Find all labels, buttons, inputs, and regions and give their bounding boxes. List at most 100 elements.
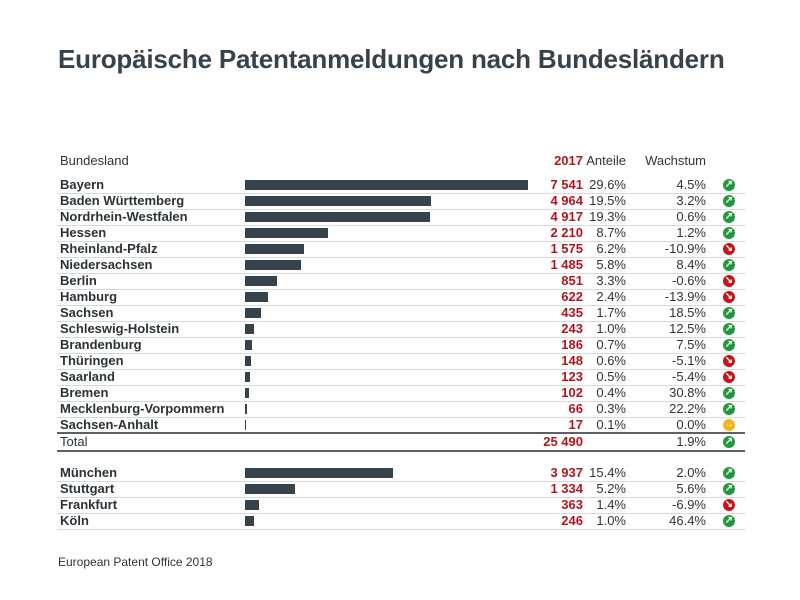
row-label: Total bbox=[60, 434, 88, 449]
header-anteile: Anteile bbox=[586, 153, 626, 168]
bar bbox=[245, 420, 246, 430]
row-label: Hamburg bbox=[60, 289, 118, 304]
row-label: München bbox=[60, 465, 118, 480]
row-label: Niedersachsen bbox=[60, 257, 153, 272]
value-label: 1 575 bbox=[550, 241, 583, 256]
table-row: Schleswig-Holstein 243 1.0% 12.5% ↗ bbox=[57, 321, 745, 338]
bar bbox=[245, 372, 250, 382]
row-label: Thüringen bbox=[60, 353, 124, 368]
share-label: 0.7% bbox=[596, 337, 626, 352]
trend-up-icon: ↗ bbox=[723, 211, 735, 223]
trend-up-icon: ↗ bbox=[723, 387, 735, 399]
growth-label: -13.9% bbox=[664, 289, 706, 304]
trend-up-icon: ↗ bbox=[723, 323, 735, 335]
trend-up-icon: ↗ bbox=[723, 179, 735, 191]
bar bbox=[245, 276, 277, 286]
growth-label: 18.5% bbox=[669, 305, 706, 320]
table-row: Niedersachsen 1 485 5.8% 8.4% ↗ bbox=[57, 257, 745, 274]
row-label: Saarland bbox=[60, 369, 115, 384]
table-row: Thüringen 148 0.6% -5.1% ↘ bbox=[57, 353, 745, 370]
row-label: Frankfurt bbox=[60, 497, 118, 512]
growth-label: 5.6% bbox=[676, 481, 706, 496]
row-label: Sachsen-Anhalt bbox=[60, 417, 159, 432]
bar bbox=[245, 484, 296, 494]
share-label: 1.7% bbox=[596, 305, 626, 320]
row-label: Bayern bbox=[60, 177, 105, 192]
value-label: 1 485 bbox=[550, 257, 583, 272]
table-row: Bayern 7 541 29.6% 4.5% ↗ bbox=[57, 177, 745, 194]
value-label: 3 937 bbox=[550, 465, 583, 480]
value-label: 851 bbox=[561, 273, 583, 288]
trend-up-icon: ↗ bbox=[723, 195, 735, 207]
share-label: 1.0% bbox=[596, 321, 626, 336]
bar bbox=[245, 324, 255, 334]
bar bbox=[245, 500, 259, 510]
share-label: 3.3% bbox=[596, 273, 626, 288]
growth-label: -5.1% bbox=[672, 353, 706, 368]
share-label: 29.6% bbox=[589, 177, 626, 192]
share-label: 19.3% bbox=[589, 209, 626, 224]
growth-label: -0.6% bbox=[672, 273, 706, 288]
bar bbox=[245, 340, 252, 350]
table-row: Köln 246 1.0% 46.4% ↗ bbox=[57, 513, 745, 530]
row-label: Schleswig-Holstein bbox=[60, 321, 180, 336]
table-row: Baden Württemberg 4 964 19.5% 3.2% ↗ bbox=[57, 193, 745, 210]
share-label: 6.2% bbox=[596, 241, 626, 256]
bar bbox=[245, 388, 249, 398]
share-label: 19.5% bbox=[589, 193, 626, 208]
growth-label: 8.4% bbox=[676, 257, 706, 272]
table-row: Hessen 2 210 8.7% 1.2% ↗ bbox=[57, 225, 745, 242]
row-label: Rheinland-Pfalz bbox=[60, 241, 158, 256]
value-label: 4 917 bbox=[550, 209, 583, 224]
trend-up-icon: ↗ bbox=[723, 339, 735, 351]
growth-label: 30.8% bbox=[669, 385, 706, 400]
row-label: Sachsen bbox=[60, 305, 114, 320]
bar bbox=[245, 516, 255, 526]
growth-label: 0.0% bbox=[676, 417, 706, 432]
total-row: Total 25 490 1.9% ↗ bbox=[57, 432, 745, 452]
value-label: 17 bbox=[568, 417, 583, 432]
table-row: Frankfurt 363 1.4% -6.9% ↘ bbox=[57, 497, 745, 514]
trend-up-icon: ↗ bbox=[723, 227, 735, 239]
table-row: Berlin 851 3.3% -0.6% ↘ bbox=[57, 273, 745, 290]
row-label: Brandenburg bbox=[60, 337, 142, 352]
bar bbox=[245, 244, 305, 254]
bar bbox=[245, 404, 248, 414]
growth-label: 1.2% bbox=[676, 225, 706, 240]
share-label: 0.1% bbox=[596, 417, 626, 432]
share-label: 15.4% bbox=[589, 465, 626, 480]
row-label: Bremen bbox=[60, 385, 109, 400]
table-row: München 3 937 15.4% 2.0% ↗ bbox=[57, 465, 745, 482]
growth-label: 46.4% bbox=[669, 513, 706, 528]
trend-up-icon: ↗ bbox=[723, 467, 735, 479]
trend-up-icon: ↗ bbox=[723, 403, 735, 415]
trend-down-icon: ↘ bbox=[723, 371, 735, 383]
share-label: 0.4% bbox=[596, 385, 626, 400]
trend-up-icon: ↗ bbox=[723, 483, 735, 495]
row-label: Berlin bbox=[60, 273, 97, 288]
table-row: Hamburg 622 2.4% -13.9% ↘ bbox=[57, 289, 745, 306]
value-label: 622 bbox=[561, 289, 583, 304]
page-title: Europäische Patentanmeldungen nach Bunde… bbox=[58, 44, 725, 74]
growth-label: -6.9% bbox=[672, 497, 706, 512]
bar bbox=[245, 228, 328, 238]
table-row: Nordrhein-Westfalen 4 917 19.3% 0.6% ↗ bbox=[57, 209, 745, 226]
row-label: Baden Württemberg bbox=[60, 193, 185, 208]
growth-label: 12.5% bbox=[669, 321, 706, 336]
table-row: Bremen 102 0.4% 30.8% ↗ bbox=[57, 385, 745, 402]
share-label: 1.4% bbox=[596, 497, 626, 512]
value-label: 66 bbox=[568, 401, 583, 416]
growth-label: 7.5% bbox=[676, 337, 706, 352]
table-row: Stuttgart 1 334 5.2% 5.6% ↗ bbox=[57, 481, 745, 498]
row-label: Stuttgart bbox=[60, 481, 115, 496]
share-label: 5.2% bbox=[596, 481, 626, 496]
share-label: 1.0% bbox=[596, 513, 626, 528]
share-label: 2.4% bbox=[596, 289, 626, 304]
trend-down-icon: ↘ bbox=[723, 243, 735, 255]
header-wachstum: Wachstum bbox=[645, 153, 706, 168]
growth-label: 1.9% bbox=[676, 434, 706, 449]
share-label: 0.3% bbox=[596, 401, 626, 416]
trend-up-icon: ↗ bbox=[723, 436, 735, 448]
trend-flat-icon: → bbox=[723, 419, 735, 431]
